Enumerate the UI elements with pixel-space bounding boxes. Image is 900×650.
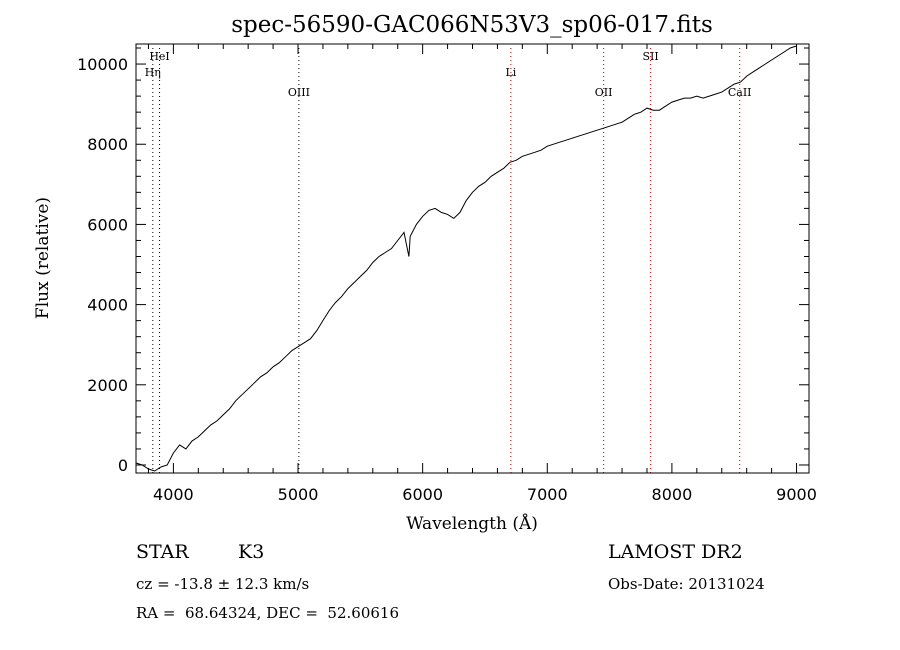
spectrum-chart: spec-56590-GAC066N53V3_sp06-017.fits 400… — [33, 12, 817, 534]
line-marker-label-2: OIII — [288, 86, 310, 99]
plot-frame — [135, 43, 810, 474]
y-tick-label-0: 0 — [118, 456, 128, 475]
x-tick-label-8000: 8000 — [652, 485, 693, 504]
line-marker-label-5: SII — [642, 50, 658, 63]
object-type: STAR — [136, 541, 189, 563]
line-marker-label-6: CaII — [728, 86, 752, 99]
line-marker-label-0: HeI — [149, 50, 169, 63]
x-axis-label: Wavelength (Å) — [406, 513, 538, 534]
object-subclass: K3 — [238, 541, 265, 563]
y-tick-label-8000: 8000 — [87, 135, 128, 154]
chart-title: spec-56590-GAC066N53V3_sp06-017.fits — [231, 12, 713, 38]
x-tick-label-4000: 4000 — [153, 485, 194, 504]
y-tick-label-6000: 6000 — [87, 215, 128, 234]
y-tick-label-2000: 2000 — [87, 376, 128, 395]
spectrum-line — [135, 45, 797, 472]
x-tick-label-9000: 9000 — [776, 485, 817, 504]
coordinates: RA = 68.64324, DEC = 52.60616 — [136, 604, 400, 622]
y-tick-label-10000: 10000 — [77, 55, 128, 74]
survey-name: LAMOST DR2 — [608, 541, 743, 563]
line-marker-label-1: Hη — [145, 66, 161, 79]
radial-velocity: cz = -13.8 ± 12.3 km/s — [136, 575, 310, 593]
observation-date: Obs-Date: 20131024 — [608, 575, 765, 593]
line-marker-label-3: Li — [505, 66, 516, 79]
x-tick-label-5000: 5000 — [278, 485, 319, 504]
y-axis-label: Flux (relative) — [33, 197, 53, 319]
line-marker-label-4: OII — [595, 86, 613, 99]
y-tick-label-4000: 4000 — [87, 296, 128, 315]
x-tick-label-6000: 6000 — [402, 485, 443, 504]
x-tick-label-7000: 7000 — [527, 485, 568, 504]
